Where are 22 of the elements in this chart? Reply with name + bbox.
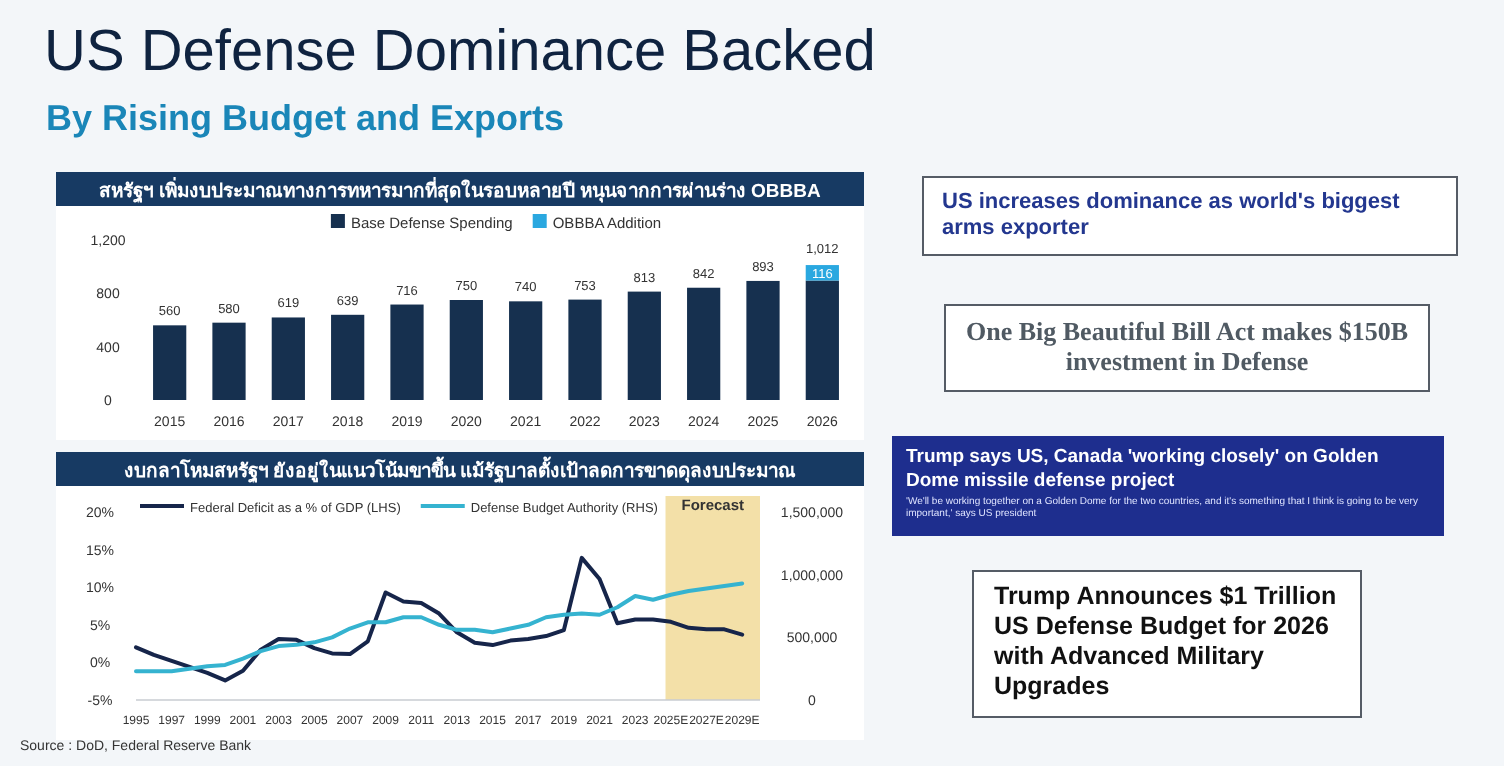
- text: Trump says US, Canada 'working closely' on Golden Dome missile defense project: [906, 446, 1381, 492]
- bar: [153, 325, 187, 400]
- bar: [212, 322, 246, 400]
- line-series: [134, 581, 745, 674]
- text: US increases dominance as world's biggest arms exporter: [942, 190, 1402, 242]
- bar: [805, 280, 839, 400]
- line-series: [134, 555, 745, 683]
- bar: [449, 300, 483, 400]
- chart-title: สหรัฐฯ เพิ่มงบประมาณทางการทหารมากที่สุดในรอบหลายปี หนุนจากการผ่านร่าง OBBBA: [99, 175, 822, 203]
- bar: [331, 314, 365, 400]
- text: Trump Announces $1 Trillion US Defense Budget for 2026 with Advanced Military Upgrades: [994, 582, 1339, 702]
- bar: [390, 304, 424, 400]
- bar: [687, 287, 721, 400]
- text: One Big Beautiful Bill Act makes $150B investment in Defense: [963, 316, 1410, 376]
- bar: [568, 299, 602, 400]
- bar: [509, 301, 543, 400]
- text: US Defense Dominance Backed: [44, 20, 876, 86]
- bar: [271, 317, 305, 400]
- bar: [627, 291, 661, 400]
- text: By Rising Budget and Exports: [46, 98, 565, 140]
- chart-title: งบกลาโหมสหรัฐฯ ยังอยู่ในแนวโน้มขาขึ้น แม้รัฐบาลตั้งเป้าลดการขาดดุลงบประมาณ: [123, 455, 797, 485]
- bar: [746, 280, 780, 400]
